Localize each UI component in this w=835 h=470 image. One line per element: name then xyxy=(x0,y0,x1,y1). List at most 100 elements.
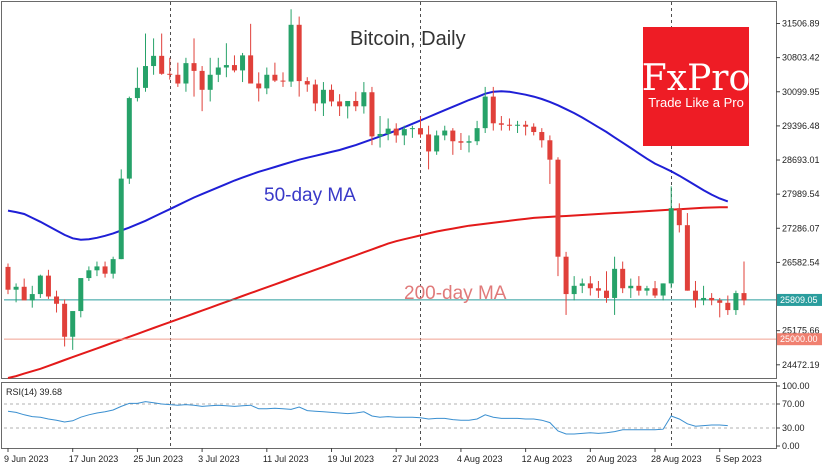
fxpro-logo: FxPro Trade Like a Pro xyxy=(642,27,750,146)
support-level-box xyxy=(777,333,822,346)
candle-body xyxy=(668,208,674,284)
candle-body xyxy=(175,74,181,84)
candle-body xyxy=(223,65,229,68)
candle-19 xyxy=(159,33,165,75)
price-level-lines xyxy=(4,299,776,340)
candle-body xyxy=(134,87,140,99)
candle-62 xyxy=(506,118,512,131)
candle-body xyxy=(118,178,124,260)
candle-body xyxy=(385,128,391,134)
candle-body xyxy=(434,135,440,152)
candle-body xyxy=(304,81,310,85)
candle-3 xyxy=(29,285,35,308)
candle-54 xyxy=(442,125,448,141)
candle-24 xyxy=(199,66,205,112)
candle-body xyxy=(62,303,68,337)
candle-body xyxy=(256,83,262,89)
candle-31 xyxy=(256,72,262,102)
candle-body xyxy=(54,296,60,304)
rsi-label: RSI(14) 39.68 xyxy=(6,387,62,397)
y-tick-label-11: 24472.19 xyxy=(782,360,820,370)
candle-body xyxy=(426,134,432,152)
candle-46 xyxy=(377,116,383,148)
candle-body xyxy=(167,73,173,75)
current-price-box xyxy=(777,293,822,306)
y-tick-label-5: 27989.54 xyxy=(782,189,820,199)
candle-body xyxy=(628,285,634,289)
price-axis: 31506.89 30803.42 30099.95 29396.48 28693.01… xyxy=(776,18,822,370)
candle-body xyxy=(369,92,375,137)
candle-body xyxy=(37,275,43,295)
candle-body xyxy=(466,141,472,143)
rsi-tick-label-1: 70.00 xyxy=(782,399,805,409)
candle-63 xyxy=(515,120,521,133)
candle-68 xyxy=(555,157,561,277)
candle-5 xyxy=(45,269,51,299)
candle-body xyxy=(126,98,132,179)
candle-body xyxy=(409,128,415,130)
y-tick-label-4: 28693.01 xyxy=(782,155,820,165)
candle-6 xyxy=(54,290,60,313)
support-level-label: 25000.00 xyxy=(780,334,818,344)
candle-body xyxy=(320,89,326,104)
candle-16 xyxy=(134,67,140,102)
x-tick-label-2: 25 Jun 2023 xyxy=(133,454,183,464)
logo-brand: FxPro xyxy=(642,58,750,99)
rsi-tick-label-3: 0.00 xyxy=(782,441,800,451)
candle-85 xyxy=(692,280,698,308)
x-tick-label-8: 12 Aug 2023 xyxy=(522,454,573,464)
candle-body xyxy=(337,101,343,107)
candle-body xyxy=(5,266,11,290)
x-tick-label-5: 19 Jul 2023 xyxy=(328,454,375,464)
candle-body xyxy=(21,286,27,301)
candle-body xyxy=(595,288,601,291)
candle-body xyxy=(523,124,529,127)
rsi-tick-label-0: 100.00 xyxy=(782,381,810,391)
candle-48 xyxy=(393,123,399,143)
candle-body xyxy=(604,290,610,298)
candle-body xyxy=(709,297,715,301)
chart-title: Bitcoin, Daily xyxy=(350,28,466,50)
candle-body xyxy=(660,283,666,296)
candle-61 xyxy=(498,116,504,131)
y-tick-label-9: 25175.66 xyxy=(782,326,820,336)
candle-body xyxy=(563,256,569,295)
candle-72 xyxy=(587,276,593,296)
ma200-line xyxy=(7,206,728,379)
candle-77 xyxy=(628,278,634,298)
candle-40 xyxy=(329,84,335,107)
candle-44 xyxy=(361,82,367,114)
candle-18 xyxy=(151,38,157,75)
candle-0 xyxy=(5,263,11,295)
candle-49 xyxy=(401,125,407,146)
rsi-panel xyxy=(1,382,777,449)
candle-body xyxy=(701,297,707,301)
candle-71 xyxy=(579,278,585,294)
candle-36 xyxy=(296,16,302,97)
candle-65 xyxy=(531,123,537,136)
candle-25 xyxy=(207,57,213,102)
candle-body xyxy=(78,278,84,312)
candle-body xyxy=(183,63,189,84)
candle-body xyxy=(312,84,318,104)
candle-body xyxy=(231,65,237,71)
x-tick-label-1: 17 Jun 2023 xyxy=(69,454,119,464)
candle-body xyxy=(248,55,254,84)
candle-body xyxy=(86,270,92,279)
candle-2 xyxy=(21,278,27,301)
ma50-label: 50-day MA xyxy=(264,185,356,206)
candle-37 xyxy=(304,77,310,92)
ma50-series xyxy=(7,90,729,241)
candle-body xyxy=(539,132,545,141)
candle-87 xyxy=(709,293,715,306)
candle-body xyxy=(199,70,205,90)
candle-body xyxy=(482,96,488,129)
candle-body xyxy=(215,67,221,75)
candle-body xyxy=(620,268,626,289)
time-axis: 9 Jun 2023 17 Jun 2023 25 Jun 2023 3 Jul 20… xyxy=(4,448,762,464)
candle-body xyxy=(717,300,723,303)
x-tick-label-9: 20 Aug 2023 xyxy=(586,454,637,464)
candle-89 xyxy=(725,295,731,315)
candle-body xyxy=(741,293,747,301)
x-tick-label-10: 28 Aug 2023 xyxy=(651,454,702,464)
